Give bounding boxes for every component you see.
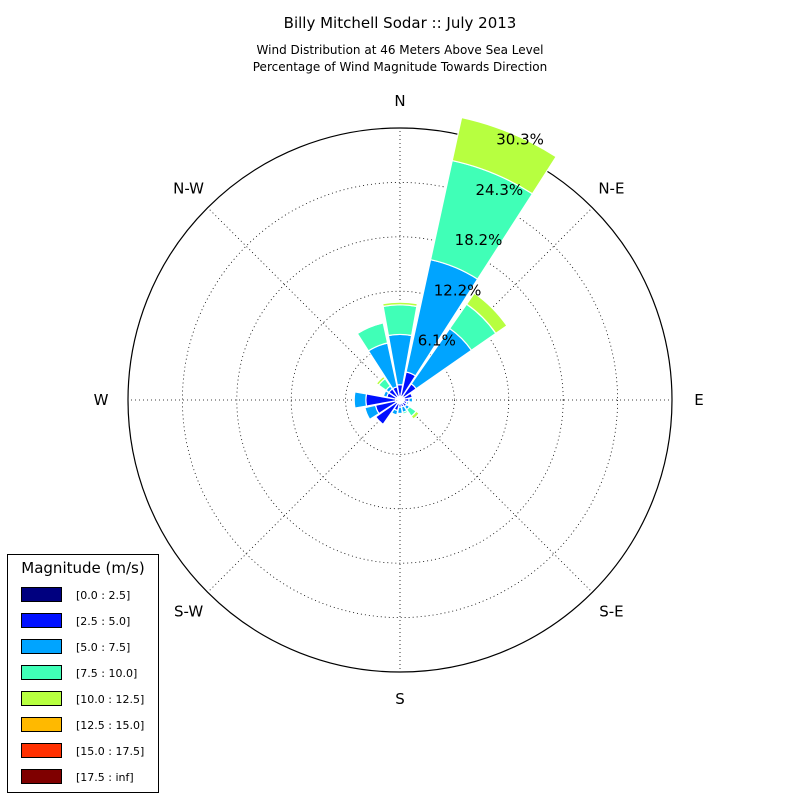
legend-items: [0.0 : 2.5] [2.5 : 5.0] [5.0 : 7.5] [7.5 : …: [21, 587, 144, 784]
legend-swatch: [21, 639, 62, 654]
grid-ring: [290, 290, 510, 510]
legend: Magnitude (m/s) [0.0 : 2.5] [2.5 : 5.0] [5…: [7, 554, 159, 793]
polar-grid: [127, 127, 673, 673]
direction-label: S-W: [174, 602, 203, 620]
grid-spoke: [207, 207, 401, 401]
direction-label: N-W: [173, 180, 204, 198]
legend-swatch: [21, 717, 62, 732]
direction-label: N-E: [598, 180, 624, 198]
grid-spoke: [207, 399, 401, 593]
direction-label: S-E: [599, 602, 623, 620]
legend-label: [17.5 : inf]: [76, 771, 134, 784]
legend-title: Magnitude (m/s): [21, 559, 144, 577]
legend-label: [7.5 : 10.0]: [76, 667, 137, 680]
wind-bar-segment: [410, 410, 421, 421]
chart-subtitle-line-2: Percentage of Wind Magnitude Towards Dir…: [253, 60, 547, 74]
grid-ring: [181, 181, 619, 619]
legend-label: [15.0 : 17.5]: [76, 745, 144, 758]
wind-bar-segment: [356, 321, 384, 335]
legend-label: [12.5 : 15.0]: [76, 719, 144, 732]
legend-swatch: [21, 769, 62, 784]
legend-label: [10.0 : 12.5]: [76, 693, 144, 706]
wind-bar-segment: [374, 416, 384, 426]
outer-ring: [127, 127, 673, 673]
chart-title: Billy Mitchell Sodar :: July 2013: [284, 14, 517, 32]
direction-labels: N N-E E S-E S S-W W N-W: [94, 92, 704, 708]
wind-bar-segment: [353, 391, 368, 409]
legend-label: [5.0 : 7.5]: [76, 641, 130, 654]
legend-label: [0.0 : 2.5]: [76, 589, 130, 602]
direction-label: E: [694, 391, 703, 409]
wind-bar-segment: [364, 404, 380, 421]
grid-ring: [345, 345, 455, 455]
wind-bars: [353, 116, 557, 426]
direction-label: S: [395, 690, 405, 708]
legend-swatch: [21, 665, 62, 680]
wind-bar-segment: [381, 301, 419, 308]
radial-tick-label: 18.2%: [455, 231, 503, 249]
wind-bar-segment: [408, 397, 414, 403]
wind-bar-segment: [382, 304, 418, 337]
legend-swatch: [21, 613, 62, 628]
wind-bar-segment: [451, 116, 557, 195]
legend-swatch: [21, 691, 62, 706]
grid-spoke: [399, 399, 593, 593]
direction-label: N: [394, 92, 405, 110]
wind-bar-segment: [375, 375, 386, 386]
legend-swatch: [21, 743, 62, 758]
radial-tick-label: 24.3%: [475, 181, 523, 199]
radial-tick-label: 12.2%: [434, 282, 482, 300]
grid-ring: [236, 236, 564, 564]
legend-label: [2.5 : 5.0]: [76, 615, 130, 628]
wind-bar-segment: [401, 409, 409, 415]
legend-swatch: [21, 587, 62, 602]
wind-bar-segment: [465, 292, 508, 335]
radial-tick-label: 6.1%: [418, 332, 456, 350]
wind-bar-segment: [381, 389, 387, 398]
radial-tick-labels: 6.1% 12.2% 18.2% 24.3% 30.3%: [418, 131, 544, 350]
radial-tick-label: 30.3%: [496, 131, 544, 149]
direction-label: W: [94, 391, 109, 409]
chart-subtitle-line-1: Wind Distribution at 46 Meters Above Sea…: [257, 43, 544, 57]
